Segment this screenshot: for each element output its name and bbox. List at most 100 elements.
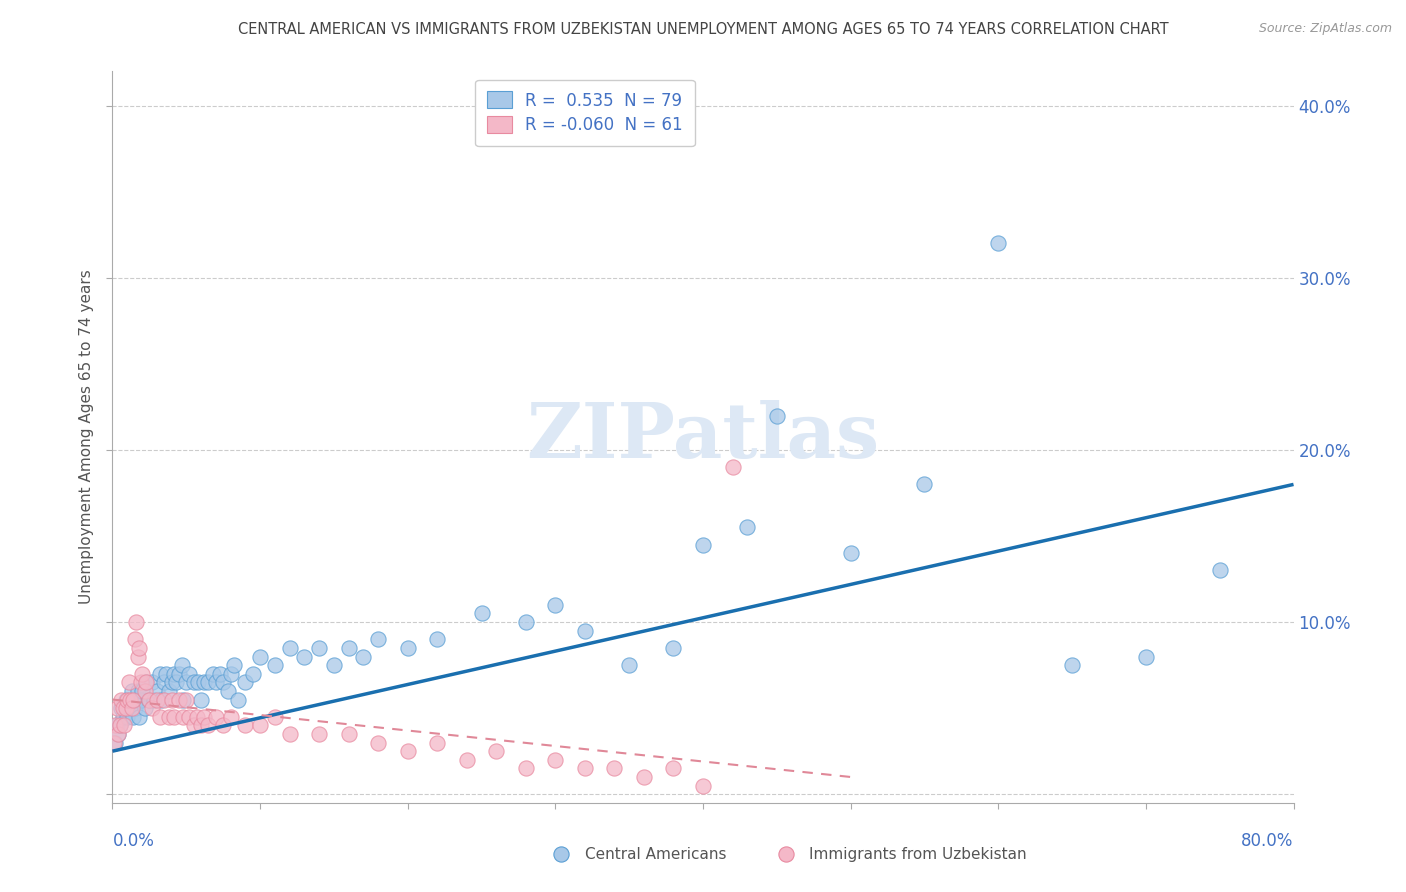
Point: [914, 477, 936, 491]
Point: [179, 666, 201, 681]
Point: [150, 692, 173, 706]
Point: [222, 658, 245, 673]
Point: [174, 692, 197, 706]
Point: [103, 735, 125, 749]
Point: [226, 692, 249, 706]
Point: [117, 710, 138, 724]
Point: [197, 718, 219, 732]
Point: [292, 649, 315, 664]
Point: [183, 718, 205, 732]
Point: [367, 735, 389, 749]
Point: [515, 615, 537, 629]
Point: [603, 761, 626, 775]
Point: [111, 710, 134, 724]
Point: [233, 675, 256, 690]
Point: [118, 701, 141, 715]
Point: [172, 692, 194, 706]
Point: [323, 658, 346, 673]
Point: [692, 779, 714, 793]
Point: [149, 666, 172, 681]
Point: [167, 666, 190, 681]
Point: [264, 710, 287, 724]
Point: [160, 692, 183, 706]
Text: Immigrants from Uzbekistan: Immigrants from Uzbekistan: [810, 847, 1026, 862]
Point: [146, 684, 169, 698]
Point: [485, 744, 508, 758]
Point: [1208, 564, 1232, 578]
Point: [117, 692, 138, 706]
Point: [172, 710, 194, 724]
Point: [105, 718, 128, 732]
Point: [135, 675, 157, 690]
Point: [174, 675, 197, 690]
Point: [692, 538, 714, 552]
Point: [135, 675, 157, 690]
Point: [426, 632, 449, 647]
Point: [128, 640, 150, 655]
Point: [167, 692, 190, 706]
Point: [662, 640, 685, 655]
Point: [205, 710, 228, 724]
Point: [544, 753, 567, 767]
Point: [114, 701, 136, 715]
Point: [141, 675, 163, 690]
Text: Central Americans: Central Americans: [585, 847, 727, 862]
Point: [124, 632, 146, 647]
Point: [131, 684, 153, 698]
Legend: R =  0.535  N = 79, R = -0.060  N = 61: R = 0.535 N = 79, R = -0.060 N = 61: [475, 79, 695, 146]
Point: [108, 718, 131, 732]
Point: [120, 701, 142, 715]
Point: [104, 735, 127, 749]
Point: [179, 710, 201, 724]
Point: [170, 658, 193, 673]
Point: [112, 718, 135, 732]
Point: [120, 692, 142, 706]
Point: [662, 761, 685, 775]
Point: [128, 710, 150, 724]
Point: [337, 640, 360, 655]
Point: [574, 761, 596, 775]
Point: [122, 710, 145, 724]
Point: [149, 710, 172, 724]
Point: [127, 649, 149, 664]
Point: [470, 607, 494, 621]
Point: [138, 692, 160, 706]
Point: [278, 640, 301, 655]
Point: [396, 744, 419, 758]
Text: ZIPatlas: ZIPatlas: [526, 401, 880, 474]
Point: [129, 675, 152, 690]
Point: [242, 666, 264, 681]
Point: [155, 666, 177, 681]
Point: [233, 718, 256, 732]
Point: [186, 710, 208, 724]
Point: [129, 692, 152, 706]
Point: [114, 692, 136, 706]
Point: [278, 727, 301, 741]
Point: [108, 718, 131, 732]
Text: Source: ZipAtlas.com: Source: ZipAtlas.com: [1258, 22, 1392, 36]
Point: [183, 675, 205, 690]
Text: 80.0%: 80.0%: [1241, 832, 1294, 850]
Point: [352, 649, 374, 664]
Point: [456, 753, 478, 767]
Point: [124, 701, 146, 715]
Point: [839, 546, 862, 560]
Point: [249, 649, 271, 664]
Point: [217, 684, 239, 698]
Point: [193, 710, 215, 724]
Point: [308, 727, 330, 741]
Point: [163, 666, 186, 681]
Point: [219, 666, 242, 681]
Text: 0.0%: 0.0%: [112, 832, 155, 850]
Point: [104, 718, 127, 732]
Point: [121, 684, 143, 698]
Point: [396, 640, 419, 655]
Point: [766, 409, 789, 423]
Point: [190, 718, 212, 732]
Point: [337, 727, 360, 741]
Point: [308, 640, 330, 655]
Point: [737, 520, 759, 534]
Point: [134, 684, 156, 698]
Point: [163, 710, 186, 724]
Point: [165, 675, 187, 690]
